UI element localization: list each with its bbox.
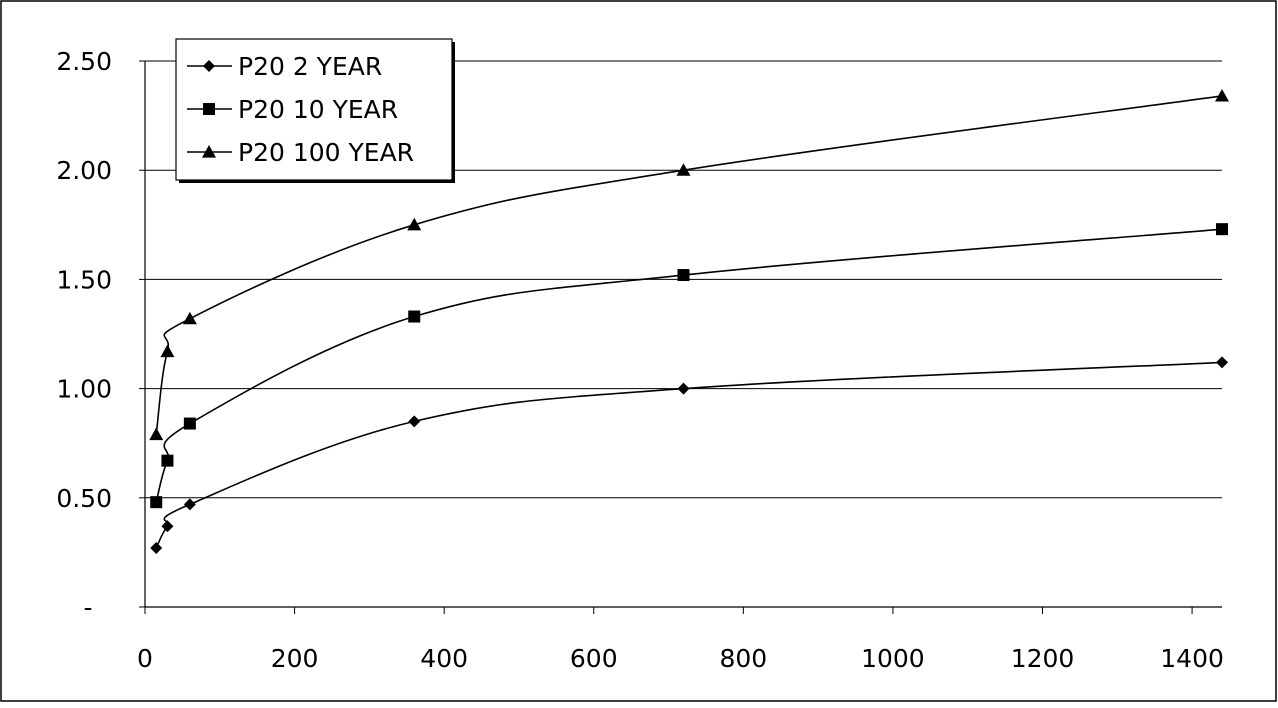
x-tick-label: 400: [420, 644, 468, 673]
data-point: [1216, 223, 1228, 236]
legend-marker: [202, 145, 216, 158]
y-tick-label: -: [83, 593, 92, 622]
data-point: [408, 310, 421, 323]
data-point: [677, 269, 690, 282]
x-tick-label: 1200: [1011, 644, 1075, 673]
data-point: [407, 217, 422, 231]
data-point: [161, 520, 174, 533]
y-tick-label: 2.50: [56, 47, 112, 76]
data-point: [1215, 88, 1229, 102]
y-tick-label: 0.50: [56, 484, 112, 513]
data-point: [161, 454, 174, 467]
data-point: [1216, 356, 1228, 369]
legend-marker: [203, 60, 215, 72]
series-line: [155, 361, 1223, 549]
y-tick-label: 1.00: [56, 375, 112, 404]
data-point: [182, 311, 197, 325]
data-point: [149, 427, 164, 441]
data-point: [150, 496, 163, 509]
x-tick-label: 800: [719, 644, 767, 673]
data-point: [183, 498, 196, 511]
legend-marker: [203, 103, 215, 115]
data-point: [150, 542, 163, 555]
data-point: [160, 344, 175, 358]
data-point: [676, 163, 691, 176]
legend-label: P20 100 YEAR: [238, 138, 414, 167]
series-line: [155, 228, 1223, 503]
x-tick-label: 200: [271, 644, 319, 673]
y-tick-label: 2.00: [56, 156, 112, 185]
series-group: [149, 88, 1229, 555]
y-tick-label: 1.50: [56, 265, 112, 294]
series-1: [150, 356, 1228, 555]
legend-label: P20 2 YEAR: [238, 52, 382, 81]
x-tick-label: 0: [137, 644, 153, 673]
x-tick-label: 1000: [861, 644, 925, 673]
legend: P20 2 YEAR P20 10 YEAR P20 100 YEAR: [175, 38, 455, 183]
data-point: [677, 382, 690, 395]
data-point: [408, 415, 421, 428]
data-point: [183, 417, 196, 430]
legend-label: P20 10 YEAR: [238, 95, 398, 124]
series-3: [149, 88, 1229, 441]
axes: - 0.50 1.00 1.50 2.00 2.50 0 200 400 600 800 1000 12…: [56, 47, 1224, 673]
x-tick-label: 1400: [1160, 644, 1224, 673]
x-tick-label: 600: [570, 644, 618, 673]
series-2: [150, 223, 1228, 509]
